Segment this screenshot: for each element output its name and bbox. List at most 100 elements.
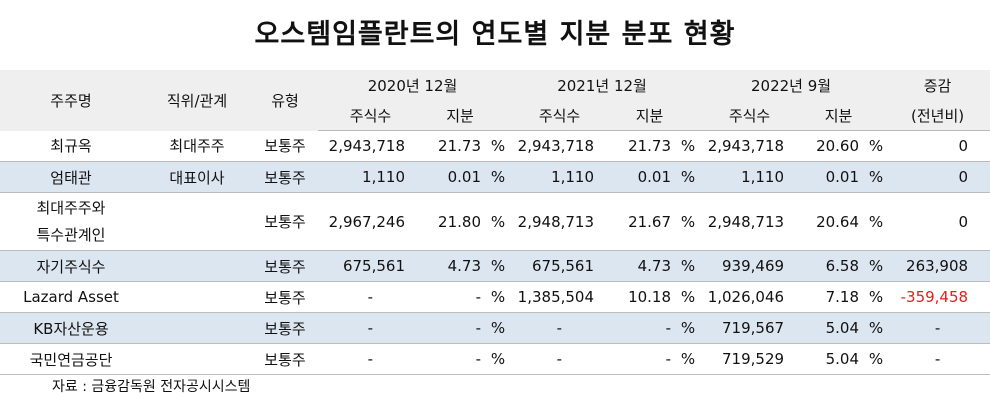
header-period-2020: 2020년 12월 bbox=[318, 70, 508, 100]
shares-2022-cell: 719,529 bbox=[697, 343, 793, 375]
shares-2021-cell: 675,561 bbox=[507, 250, 603, 282]
type-cell: 보통주 bbox=[252, 130, 318, 162]
stake-2021-cell: - bbox=[602, 343, 680, 375]
header-change-sub: (전년비) bbox=[885, 100, 990, 131]
stake-2022-cell: 5.04 bbox=[792, 312, 868, 344]
holder-cell: 자기주식수 bbox=[0, 250, 142, 282]
percent-sign: % bbox=[489, 161, 508, 193]
holder-cell: 최규옥 bbox=[0, 130, 142, 162]
table-row: 자기주식수 보통주 675,561 4.73 % 675,561 4.73 % … bbox=[0, 250, 990, 282]
percent-sign: % bbox=[867, 281, 886, 313]
shares-2021-cell: 1,110 bbox=[507, 161, 603, 193]
type-cell: 보통주 bbox=[252, 250, 318, 282]
percent-sign: % bbox=[867, 192, 886, 251]
holder-line-1: 최대주주와 bbox=[36, 198, 106, 217]
shares-2020-cell: 2,943,718 bbox=[318, 130, 413, 162]
percent-sign: % bbox=[679, 312, 698, 344]
stake-2020-cell: 21.80 bbox=[413, 192, 489, 251]
percent-sign: % bbox=[867, 161, 886, 193]
shares-2022-cell: 719,567 bbox=[697, 312, 793, 344]
shares-2022-cell: 1,026,046 bbox=[697, 281, 793, 313]
header-stake-2020: 지분 bbox=[413, 100, 508, 131]
header-stake-2022: 지분 bbox=[792, 100, 886, 131]
stake-2022-cell: 20.64 bbox=[792, 192, 868, 251]
change-cell: - bbox=[885, 343, 990, 375]
position-cell bbox=[142, 343, 252, 375]
percent-sign: % bbox=[679, 343, 698, 375]
percent-sign: % bbox=[867, 343, 886, 375]
table-row: Lazard Asset 보통주 - - % 1,385,504 10.18 %… bbox=[0, 281, 990, 313]
holder-cell: 국민연금공단 bbox=[0, 343, 142, 375]
stake-2021-cell: 21.73 bbox=[602, 130, 680, 162]
table-row: 최대주주와 특수관계인 보통주 2,967,246 21.80 % 2,948,… bbox=[0, 192, 990, 251]
position-cell bbox=[142, 312, 252, 344]
stake-2020-cell: 21.73 bbox=[413, 130, 489, 162]
holder-line-2: 특수관계인 bbox=[36, 225, 106, 244]
holder-cell: 엄태관 bbox=[0, 161, 142, 193]
shares-2021-cell: 2,948,713 bbox=[507, 192, 603, 251]
percent-sign: % bbox=[867, 312, 886, 344]
shares-2020-cell: 1,110 bbox=[318, 161, 413, 193]
percent-sign: % bbox=[679, 250, 698, 282]
shares-2020-cell: - bbox=[318, 343, 413, 375]
type-cell: 보통주 bbox=[252, 192, 318, 251]
shares-2022-cell: 1,110 bbox=[697, 161, 793, 193]
stake-2022-cell: 0.01 bbox=[792, 161, 868, 193]
percent-sign: % bbox=[867, 130, 886, 162]
table-row: 최규옥 최대주주 보통주 2,943,718 21.73 % 2,943,718… bbox=[0, 130, 990, 162]
type-cell: 보통주 bbox=[252, 281, 318, 313]
stake-2020-cell: - bbox=[413, 343, 489, 375]
table-row: 국민연금공단 보통주 - - % - - % 719,529 5.04 % - bbox=[0, 343, 990, 375]
change-cell: - bbox=[885, 312, 990, 344]
percent-sign: % bbox=[679, 130, 698, 162]
type-cell: 보통주 bbox=[252, 161, 318, 193]
percent-sign: % bbox=[679, 192, 698, 251]
percent-sign: % bbox=[679, 281, 698, 313]
shares-2021-cell: 2,943,718 bbox=[507, 130, 603, 162]
position-cell bbox=[142, 192, 252, 251]
shares-2020-cell: - bbox=[318, 281, 413, 313]
page-title: 오스템임플란트의 연도별 지분 분포 현황 bbox=[254, 19, 736, 50]
shares-2022-cell: 2,943,718 bbox=[697, 130, 793, 162]
percent-sign: % bbox=[489, 250, 508, 282]
header-change: 증감 bbox=[885, 70, 990, 100]
stake-2020-cell: 4.73 bbox=[413, 250, 489, 282]
shares-2020-cell: - bbox=[318, 312, 413, 344]
change-cell: 263,908 bbox=[885, 250, 990, 282]
change-cell: 0 bbox=[885, 192, 990, 251]
position-cell: 대표이사 bbox=[142, 161, 252, 193]
shares-2022-cell: 2,948,713 bbox=[697, 192, 793, 251]
stake-2021-cell: - bbox=[602, 312, 680, 344]
stake-2022-cell: 5.04 bbox=[792, 343, 868, 375]
stake-2022-cell: 6.58 bbox=[792, 250, 868, 282]
stake-2021-cell: 4.73 bbox=[602, 250, 680, 282]
header-period-2022: 2022년 9월 bbox=[697, 70, 886, 100]
stake-2020-cell: - bbox=[413, 312, 489, 344]
stake-2022-cell: 7.18 bbox=[792, 281, 868, 313]
shares-2021-cell: - bbox=[507, 312, 603, 344]
source-note: 자료 : 금융감독원 전자공시시스템 bbox=[52, 379, 251, 395]
percent-sign: % bbox=[489, 130, 508, 162]
holder-cell: 최대주주와 특수관계인 bbox=[0, 192, 142, 251]
header-shares-2021: 주식수 bbox=[507, 100, 603, 131]
percent-sign: % bbox=[489, 281, 508, 313]
stake-2021-cell: 10.18 bbox=[602, 281, 680, 313]
header-holder: 주주명 bbox=[0, 70, 142, 131]
shares-2021-cell: 1,385,504 bbox=[507, 281, 603, 313]
shares-2021-cell: - bbox=[507, 343, 603, 375]
header-shares-2020: 주식수 bbox=[318, 100, 413, 131]
change-cell: 0 bbox=[885, 130, 990, 162]
header-row-periods: 주주명 직위/관계 유형 2020년 12월 2021년 12월 2022년 9… bbox=[0, 70, 990, 131]
percent-sign: % bbox=[679, 161, 698, 193]
stake-2021-cell: 0.01 bbox=[602, 161, 680, 193]
stake-2021-cell: 21.67 bbox=[602, 192, 680, 251]
shares-2020-cell: 2,967,246 bbox=[318, 192, 413, 251]
holder-cell: KB자산운용 bbox=[0, 312, 142, 344]
header-position: 직위/관계 bbox=[142, 70, 252, 131]
type-cell: 보통주 bbox=[252, 312, 318, 344]
stake-2020-cell: - bbox=[413, 281, 489, 313]
header-stake-2021: 지분 bbox=[602, 100, 698, 131]
percent-sign: % bbox=[489, 192, 508, 251]
position-cell: 최대주주 bbox=[142, 130, 252, 162]
percent-sign: % bbox=[489, 312, 508, 344]
